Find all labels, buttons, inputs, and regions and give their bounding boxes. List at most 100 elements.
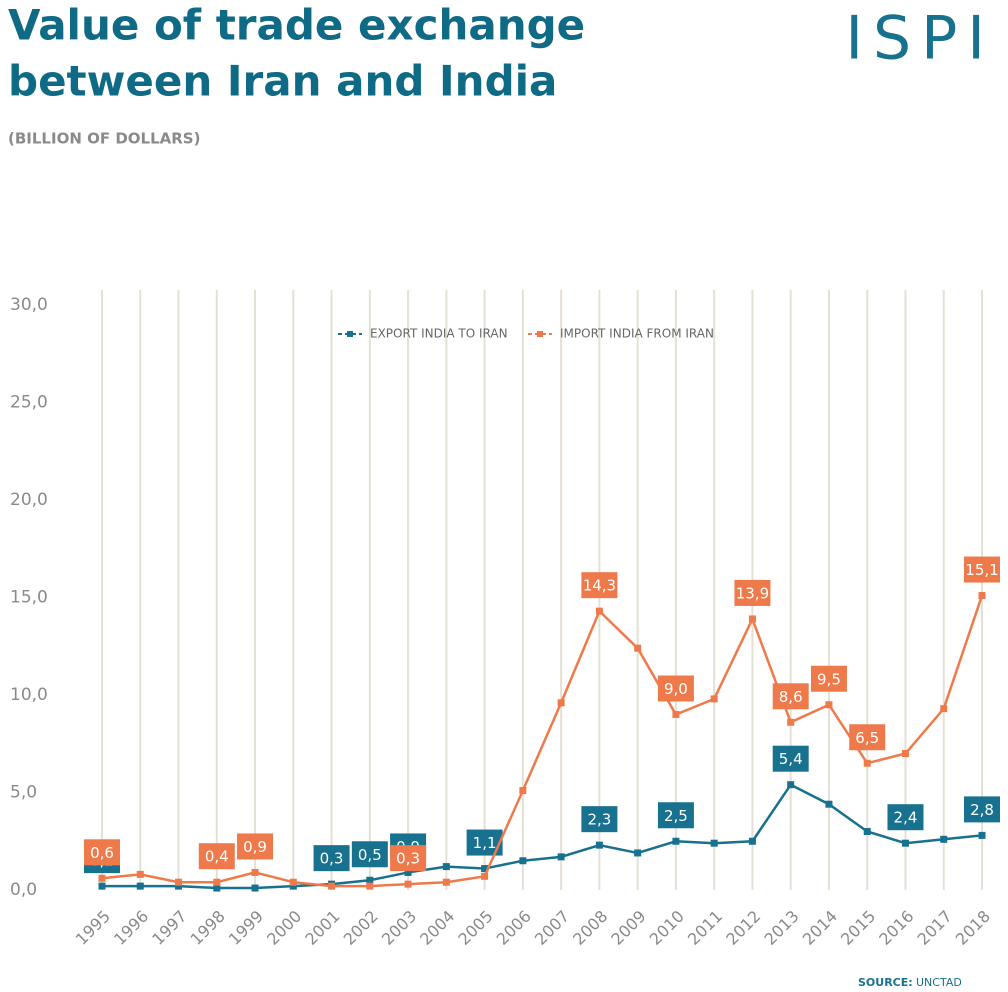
x-tick-label: 2015 [837,907,879,949]
label-box [772,745,809,772]
label-box [964,556,1000,583]
point-marker [366,876,374,884]
point-marker [787,781,795,789]
data-label: 0,5 [358,846,382,864]
point-marker [175,882,183,890]
x-tick-label: 2005 [454,907,496,949]
point-marker [634,849,642,857]
point-marker [672,837,680,845]
y-tick-label: 30,0 [10,295,48,315]
data-label: 9,0 [664,680,688,698]
x-tick-label: 2011 [684,907,726,949]
x-tick-label: 1999 [225,907,267,949]
y-tick-label: 0,0 [10,880,37,900]
label-box [964,796,1000,823]
point-marker [289,882,297,890]
label-box [657,802,694,829]
data-label: 13,9 [736,584,769,602]
data-label: 9,5 [817,670,841,688]
point-marker [787,718,795,726]
point-marker [710,695,718,703]
x-tick-label: 2014 [799,907,841,949]
point-marker [404,868,412,876]
label-box [581,806,618,833]
point-marker [978,592,986,600]
point-marker [289,878,297,886]
y-tick-label: 20,0 [10,490,48,510]
y-tick-label: 25,0 [10,393,48,413]
x-tick-label: 2001 [301,907,343,949]
label-box [198,843,235,870]
source: UNCTAD [916,976,962,989]
point-marker [940,705,948,713]
x-tick-label: 2012 [722,907,764,949]
point-marker [98,882,106,890]
data-label: 2,8 [970,801,994,819]
data-label: 0,6 [90,844,114,862]
point-marker [557,853,565,861]
point-marker [825,800,833,808]
data-label: 8,6 [779,688,803,706]
point-marker [595,607,603,615]
point-marker [710,839,718,847]
x-tick-label: 2016 [875,907,917,949]
logo: ISPI [845,4,995,74]
label-box [734,579,771,606]
data-label: 15,1 [965,561,998,579]
subtitle: (BILLION OF DOLLARS) [8,130,200,148]
point-marker [442,863,450,871]
point-marker [213,878,221,886]
legend-marker [347,331,353,337]
label-box [810,665,847,692]
series-line [102,783,983,890]
data-label: 2,5 [664,807,688,825]
point-marker [901,750,909,757]
data-label: 14,3 [583,577,616,595]
point-marker [328,882,336,890]
label-box [351,841,388,868]
x-tick-label: 2004 [416,907,458,949]
label-box [390,845,427,872]
point-marker [251,868,259,876]
data-label: 6,5 [855,729,879,747]
label-box [657,675,694,702]
data-label: 0,3 [396,850,420,868]
label-box [237,833,274,860]
series-line [101,595,984,888]
point-marker [519,787,527,795]
x-tick-label: 1998 [187,907,229,949]
legend-marker [537,331,543,337]
x-tick-label: 2017 [914,907,956,949]
point-marker [136,882,144,890]
y-tick-label: 5,0 [10,783,37,803]
x-tick-label: 2006 [493,907,535,949]
label-box [581,572,618,599]
label-box [849,724,886,751]
legend-label: EXPORT INDIA TO IRAN [370,327,508,341]
chart-title: Value of trade exchange [8,1,585,50]
legend-label: IMPORT INDIA FROM IRAN [560,327,714,341]
label-box [772,683,809,710]
x-tick-label: 2007 [531,907,573,949]
point-marker [557,699,565,707]
x-tick-label: 2008 [569,907,611,949]
x-tick-label: 1997 [148,907,190,949]
x-tick-label: 2003 [378,907,420,949]
point-marker [901,839,909,847]
label-box [313,845,350,872]
point-marker [136,870,144,878]
data-label: 1,1 [473,834,497,852]
point-marker [672,711,680,718]
point-marker [748,615,756,623]
point-marker [634,644,642,652]
point-marker [863,759,871,767]
data-label: 0,9 [243,838,267,856]
data-label: 0,4 [205,848,229,866]
point-marker [748,837,756,845]
point-marker [98,874,106,882]
point-marker [481,865,489,873]
point-marker [366,882,374,890]
point-marker [481,872,489,880]
point-marker [519,857,527,865]
